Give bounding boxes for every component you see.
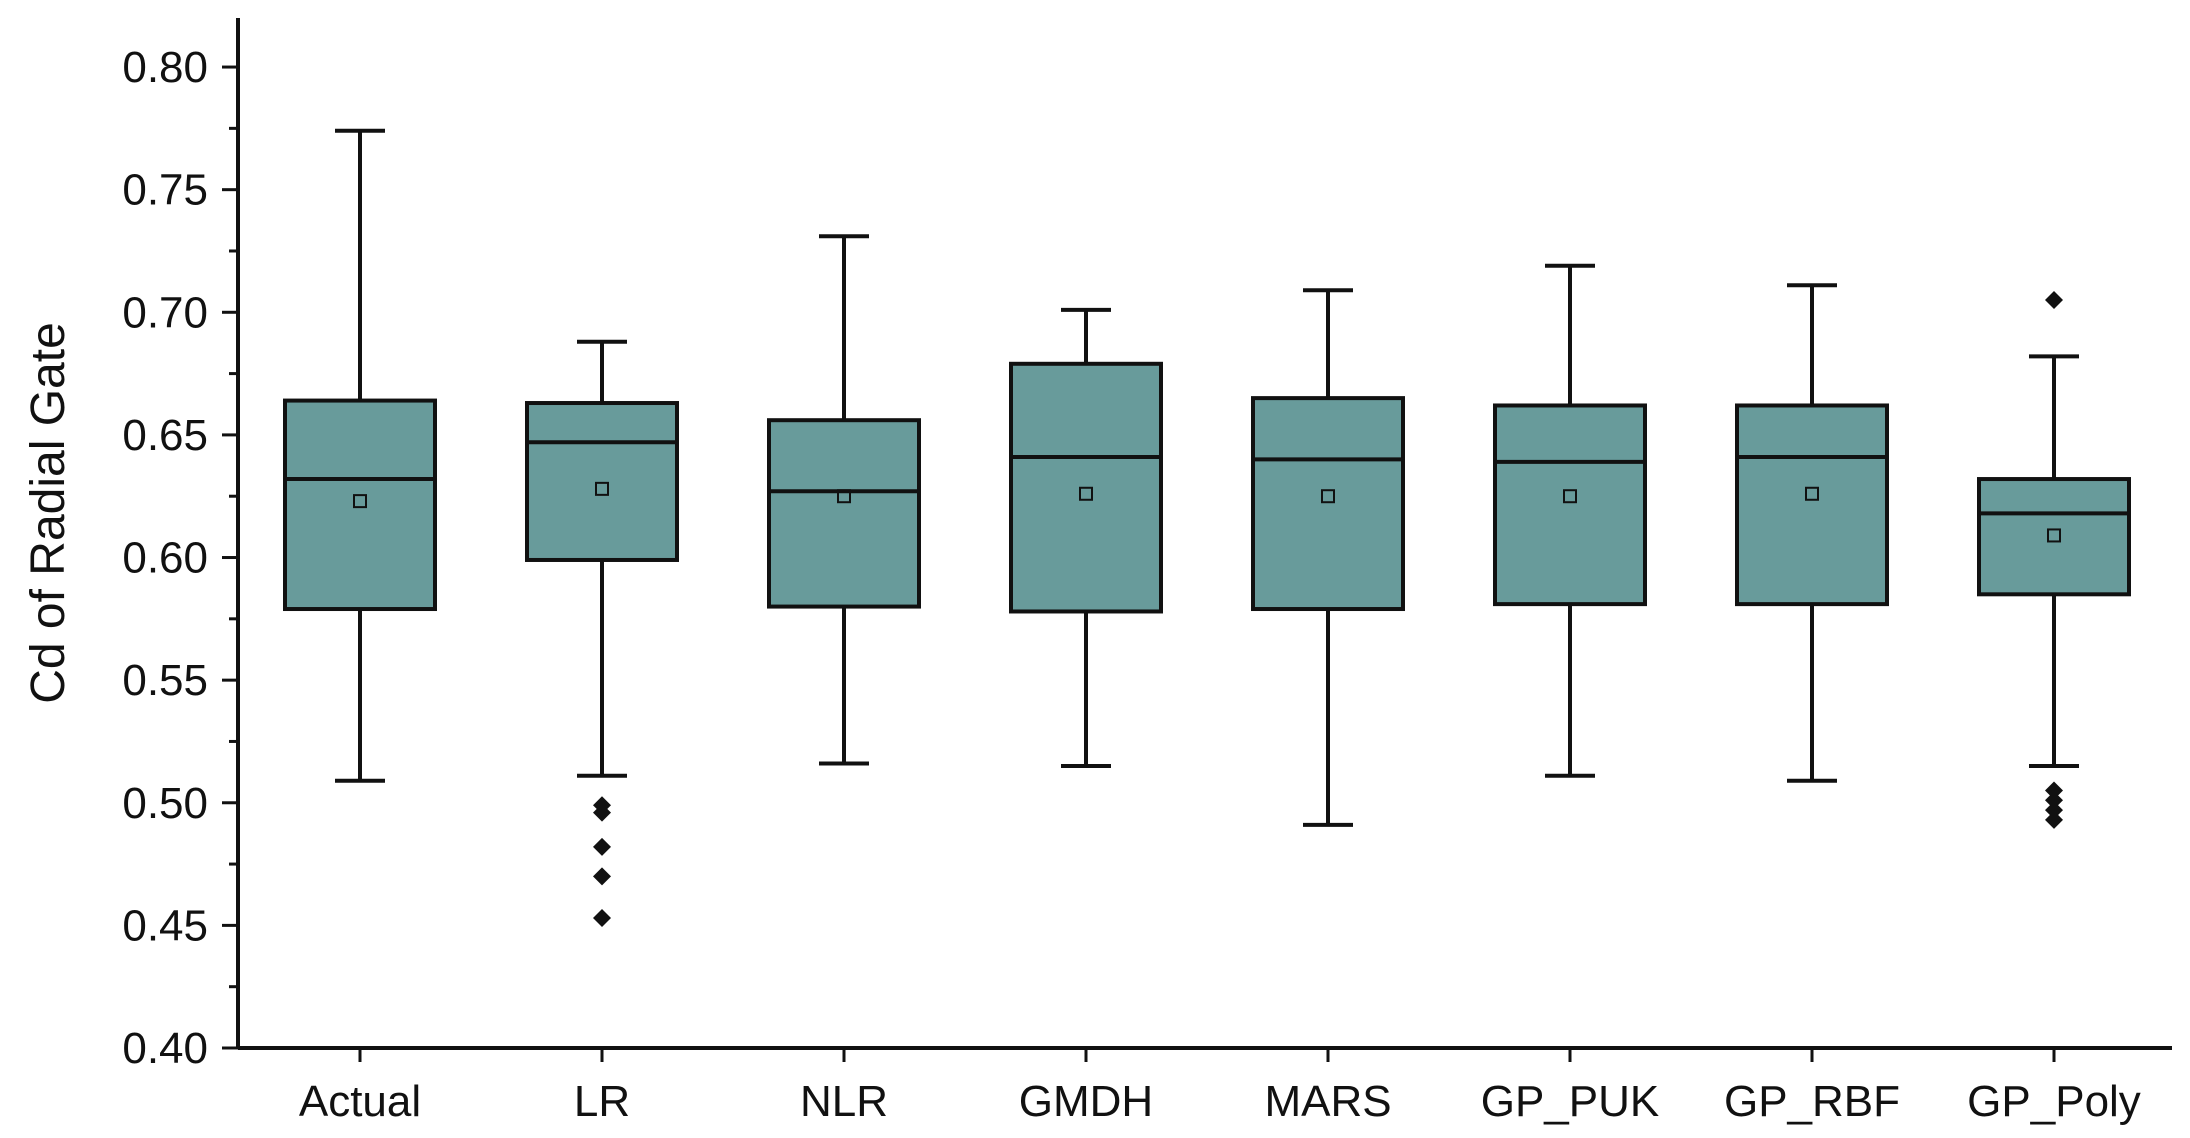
box-group-mars <box>1251 288 1405 827</box>
boxes <box>283 128 2131 928</box>
box-group-gp_rbf <box>1735 283 1889 783</box>
iqr-box <box>767 418 921 609</box>
x-tick-label: NLR <box>800 1077 888 1126</box>
x-ticks: Actual LR NLR GMDH MARS GP_PUK GP_RBF GP_Poly <box>299 1048 2141 1126</box>
outlier-point <box>2045 810 2063 829</box>
y-tick-label: 0.45 <box>122 901 208 950</box>
x-tick-label: GMDH <box>1019 1077 1153 1126</box>
iqr-box <box>1735 403 1889 607</box>
mean-marker <box>595 481 609 496</box>
box-group-actual <box>283 128 437 783</box>
outlier-point <box>2045 781 2063 800</box>
x-tick-label: Actual <box>299 1077 421 1126</box>
mean-marker <box>2047 528 2061 543</box>
y-tick-label: 0.80 <box>122 43 208 92</box>
y-tick-label: 0.65 <box>122 411 208 460</box>
y-tick-label: 0.70 <box>122 288 208 337</box>
y-tick-label: 0.55 <box>122 656 208 705</box>
box-group-gp_puk <box>1493 263 1647 778</box>
iqr-box <box>1493 403 1647 607</box>
mean-marker <box>1805 486 1819 501</box>
mean-marker <box>353 494 367 509</box>
y-axis-title: Cd of Radial Gate <box>22 322 75 704</box>
y-tick-label: 0.50 <box>122 779 208 828</box>
iqr-box <box>283 398 437 612</box>
outlier-point <box>593 837 611 856</box>
iqr-box <box>525 401 679 562</box>
outlier-point <box>593 909 611 928</box>
x-tick-label: GP_PUK <box>1481 1077 1660 1126</box>
outlier-point <box>593 867 611 886</box>
y-tick-label: 0.75 <box>122 166 208 215</box>
x-tick-label: GP_Poly <box>1967 1077 2141 1126</box>
box-group-gmdh <box>1009 307 1163 768</box>
outlier-point <box>593 803 611 822</box>
y-tick-label: 0.40 <box>122 1024 208 1073</box>
mean-marker <box>1563 489 1577 504</box>
mean-marker <box>1079 486 1093 501</box>
x-tick-label: LR <box>574 1077 630 1126</box>
mean-marker <box>1321 489 1335 504</box>
y-ticks: 0.40 0.45 0.50 0.55 0.60 0.65 0.70 0.75 0.80 <box>122 43 238 1073</box>
x-tick-label: GP_RBF <box>1724 1077 1900 1126</box>
x-tick-label: MARS <box>1264 1077 1391 1126</box>
iqr-box <box>1251 396 1405 612</box>
iqr-box <box>1977 477 2131 597</box>
outlier-point <box>2045 791 2063 810</box>
box-group-gp_poly <box>1977 291 2131 829</box>
box-group-lr <box>525 339 679 928</box>
box-group-nlr <box>767 234 921 766</box>
outlier-point <box>2045 801 2063 820</box>
y-tick-label: 0.60 <box>122 534 208 583</box>
mean-marker <box>837 489 851 504</box>
outlier-point <box>2045 291 2063 310</box>
